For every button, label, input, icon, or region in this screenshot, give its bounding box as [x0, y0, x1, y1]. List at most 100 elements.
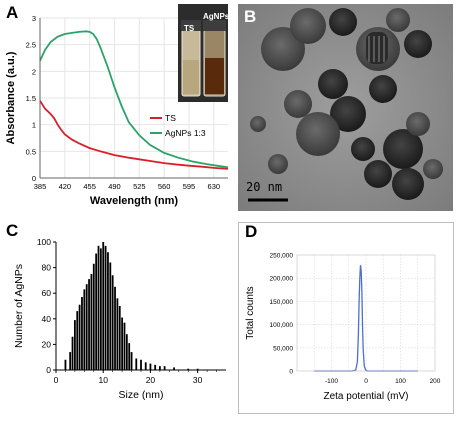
x-tick-label: 455: [83, 182, 96, 191]
series-line-ts: [39, 100, 229, 170]
histogram-bar: [109, 262, 112, 370]
histogram-bar: [130, 352, 133, 370]
histogram-bar: [196, 368, 199, 370]
histogram-bar: [114, 286, 116, 370]
histogram-bar: [154, 364, 157, 370]
y-tick-label: 1: [32, 121, 36, 130]
y-tick-label: 20: [42, 339, 52, 349]
y-tick-label: 250,000: [270, 253, 294, 260]
panel-b-letter: B: [244, 7, 257, 26]
panel-a: A 385 420 455 490 525 560 595 630 0 0.5 1 1.5 2 2.5 3 W…: [0, 0, 232, 214]
x-tick-label: 20: [146, 375, 156, 385]
histogram-bar: [118, 306, 121, 370]
x-tick-label: 560: [158, 182, 171, 191]
histogram-bar: [163, 366, 166, 370]
y-tick-label: 80: [42, 263, 52, 273]
y-tick-label: 0: [289, 369, 293, 376]
y-tick-label: 2.5: [26, 41, 36, 50]
histogram-bar: [81, 297, 83, 370]
histogram-bar: [102, 242, 105, 370]
plot-frame: [296, 254, 436, 372]
uv-vis-chart: 385 420 455 490 525 560 595 630 0 0.5 1 1.5 2 2.5 3 Wav…: [5, 4, 229, 207]
histogram-bar: [90, 274, 93, 370]
x-tick-label: 30: [193, 375, 203, 385]
x-axis-label: Zeta potential (mV): [323, 391, 408, 402]
histogram-bar: [73, 320, 76, 370]
y-axis-label: Number of AgNPs: [13, 264, 25, 348]
histogram-bar: [187, 368, 190, 370]
histogram-bar: [76, 311, 79, 370]
histogram-bar: [95, 253, 98, 370]
histogram-bar: [97, 245, 100, 370]
panel-a-letter: A: [6, 3, 19, 22]
y-tick-label: 60: [42, 288, 52, 298]
x-tick-label: 100: [395, 378, 406, 385]
tem-micrograph: [238, 4, 453, 211]
scale-bar-label: 20 nm: [246, 180, 283, 194]
histogram-bar: [111, 275, 114, 370]
y-tick-label: 200,000: [270, 276, 294, 283]
y-tick-label: 40: [42, 314, 52, 324]
histogram-bar: [104, 245, 107, 370]
histogram-bar: [92, 263, 95, 370]
histogram-bar: [64, 359, 67, 370]
histogram-bar: [88, 279, 90, 370]
x-tick-label: 200: [430, 378, 441, 385]
histogram-bar: [125, 334, 128, 370]
x-tick-label: 595: [183, 182, 196, 191]
histogram-bar: [99, 248, 102, 370]
x-tick-label: 420: [59, 182, 72, 191]
y-tick-label: 100: [37, 237, 51, 247]
histogram-bar: [128, 343, 131, 370]
y-tick-label: 2: [32, 67, 36, 76]
x-axis-label: Size (nm): [119, 389, 164, 401]
x-tick-label: 0: [54, 375, 59, 385]
histogram-bar: [173, 367, 175, 370]
histogram-bar: [135, 358, 138, 370]
size-histogram: 0 10 20 30 0 20 40 60 80 100 Size (nm) Number of Ag…: [13, 237, 226, 401]
panel-c: C 0 10 20 30 0 20 40 60 80 100 Size (nm) Number of …: [4, 222, 232, 414]
y-axis-label: Absorbance (a.u.): [5, 51, 17, 144]
histogram-bar: [83, 289, 86, 370]
y-tick-label: 0: [46, 365, 51, 375]
y-tick-label: 50,000: [273, 345, 293, 352]
histogram-bar: [107, 252, 109, 370]
zeta-series-line: [314, 265, 418, 372]
histogram-bar: [78, 304, 81, 370]
caption-strip: [0, 431, 474, 447]
inset-label-ts: TS: [184, 24, 195, 33]
histogram-bar: [85, 284, 88, 370]
x-tick-label: 0: [364, 378, 368, 385]
x-tick-label: -100: [325, 378, 338, 385]
legend-label: AgNPs 1:3: [165, 128, 206, 138]
x-tick-label: 490: [108, 182, 121, 191]
histogram-bar: [123, 322, 126, 370]
inset-label-agnps: AgNPs: [203, 12, 230, 21]
y-tick-label: 150,000: [270, 299, 294, 306]
histogram-bar: [71, 336, 74, 370]
x-tick-label: 525: [133, 182, 146, 191]
panel-d-letter: D: [245, 222, 258, 241]
histogram-bar: [158, 366, 161, 370]
y-tick-label: 0.5: [26, 147, 36, 156]
x-tick-label: 385: [34, 182, 47, 191]
y-axis-label: Total counts: [245, 286, 256, 339]
histogram-bar: [144, 362, 147, 370]
panel-d: D -100 0 100 200 0 50,000 100,000 150,000 200,00…: [238, 222, 454, 414]
histogram-bar: [116, 298, 119, 370]
zeta-chart: -100 0 100 200 0 50,000 100,000 150,000 200,000 2…: [245, 253, 441, 403]
y-tick-label: 3: [32, 14, 36, 23]
series-line-agnps: [39, 30, 229, 169]
vial-inset-photo: [178, 4, 228, 102]
histogram-bar: [121, 317, 124, 370]
histogram-bar: [140, 359, 142, 370]
x-axis-label: Wavelength (nm): [90, 195, 179, 207]
legend-label: TS: [165, 113, 176, 123]
x-tick-label: 10: [98, 375, 108, 385]
panel-c-letter: C: [6, 221, 19, 240]
y-tick-label: 0: [32, 174, 36, 183]
y-tick-label: 1.5: [26, 94, 36, 103]
tem-image: B 20 nm: [238, 4, 453, 211]
histogram-bar: [69, 352, 72, 370]
y-tick-label: 100,000: [270, 322, 294, 329]
